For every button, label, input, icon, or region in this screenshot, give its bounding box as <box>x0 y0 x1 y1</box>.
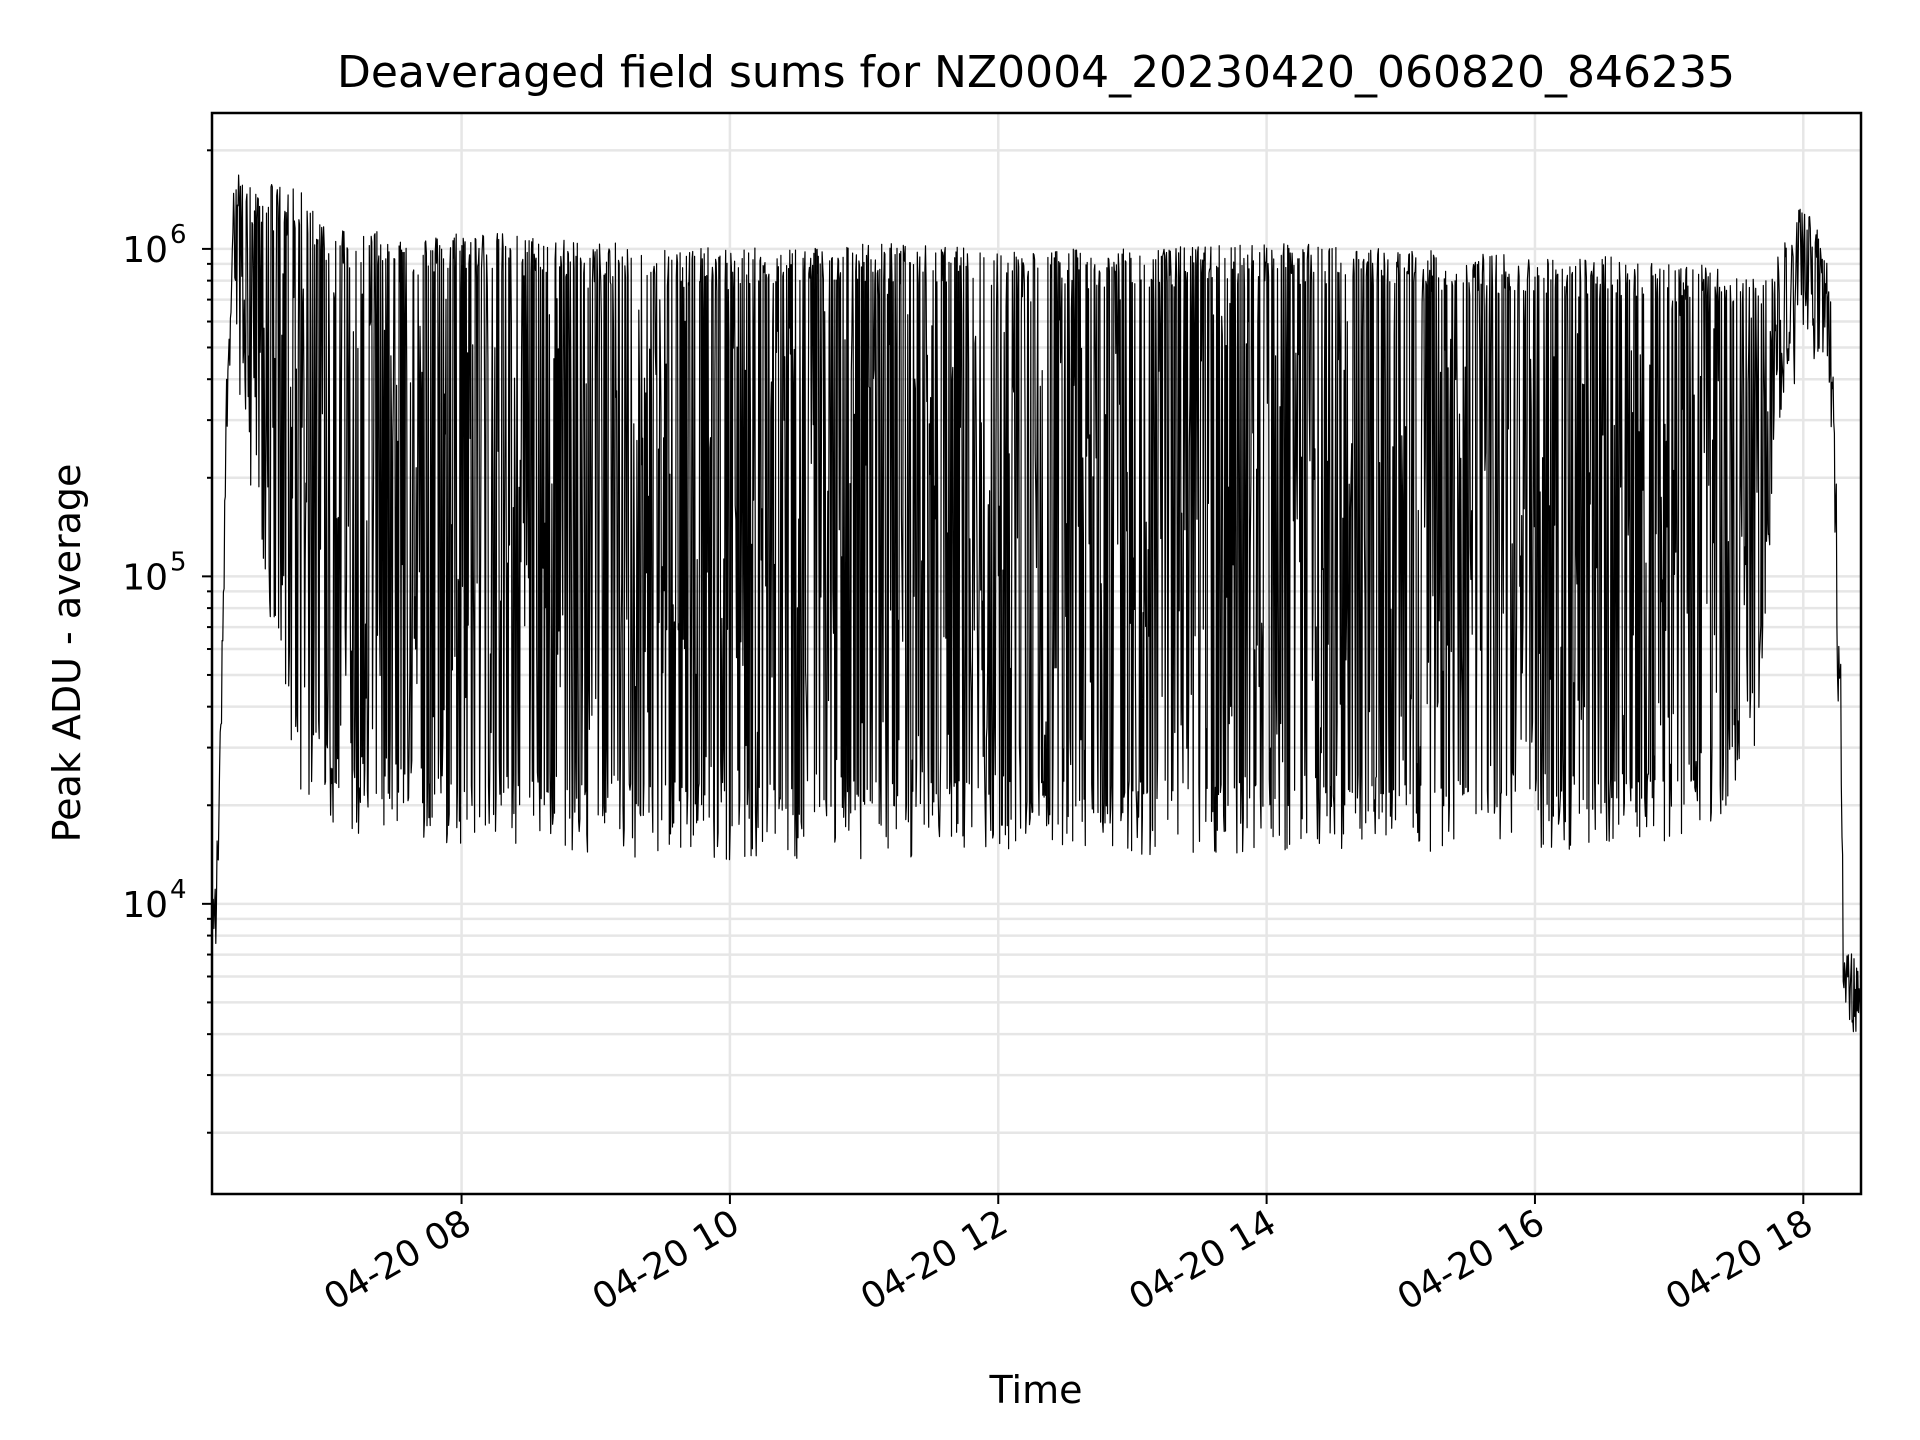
y-tick-exponent: 4 <box>170 875 187 905</box>
series-line <box>211 174 1862 1033</box>
y-tick-base: 10 <box>122 557 168 598</box>
x-axis-label: Time <box>989 1368 1083 1412</box>
chart-title: Deaveraged field sums for NZ0004_2023042… <box>337 47 1735 98</box>
y-tick-exponent: 5 <box>170 547 187 577</box>
y-tick-label: 10 6 <box>122 220 186 271</box>
y-tick-label: 10 4 <box>122 875 186 926</box>
y-tick-base: 10 <box>122 885 168 926</box>
y-axis-label: Peak ADU - average <box>45 464 89 843</box>
y-tick-base: 10 <box>122 230 168 271</box>
line-layer <box>211 174 1862 1033</box>
plot-frame <box>210 111 1863 1196</box>
y-tick-exponent: 6 <box>170 220 187 250</box>
y-tick-label: 10 5 <box>122 547 186 598</box>
